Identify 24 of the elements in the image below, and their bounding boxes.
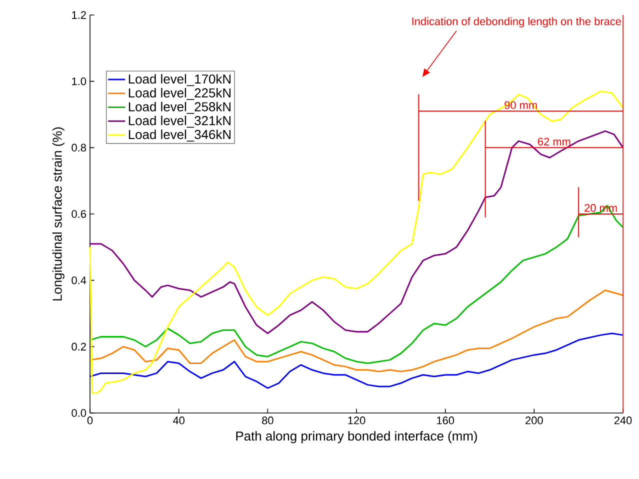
line-series bbox=[89, 130, 624, 334]
x-tick-label: 160 bbox=[437, 416, 454, 424]
y-tick-label: 0.6 bbox=[72, 210, 86, 218]
y-tick-label: 1.0 bbox=[72, 77, 86, 86]
x-tick-label: 240 bbox=[614, 416, 632, 424]
legend-label: Load level_225kN bbox=[128, 88, 230, 100]
y-axis-title: Longitudinal surface strain (%) bbox=[52, 127, 64, 300]
y-tick-label: 1.2 bbox=[72, 11, 86, 19]
legend-label: Load level_258kN bbox=[128, 102, 230, 114]
legend-label: Load level_321kN bbox=[128, 116, 230, 128]
x-tick-label: 120 bbox=[348, 416, 366, 424]
legend-label: Load level_170kN bbox=[128, 74, 230, 86]
legend-label: Load level_346kN bbox=[128, 130, 230, 142]
annotation: Indication of debonding length on the brace bbox=[412, 17, 621, 28]
y-tick-label: 0.2 bbox=[72, 342, 86, 351]
annotation: 62 mm bbox=[538, 138, 570, 146]
x-tick-label: 40 bbox=[172, 416, 184, 424]
x-axis-title: Path along primary bonded interface (mm) bbox=[236, 431, 477, 444]
y-tick-label: 0.0 bbox=[72, 409, 86, 417]
x-tick-label: 200 bbox=[526, 416, 543, 424]
y-tick-label: 0.8 bbox=[72, 144, 86, 152]
x-tick-label: 80 bbox=[262, 416, 274, 424]
x-tick-label: 0 bbox=[87, 416, 93, 424]
y-tick-label: 0.4 bbox=[72, 276, 86, 284]
